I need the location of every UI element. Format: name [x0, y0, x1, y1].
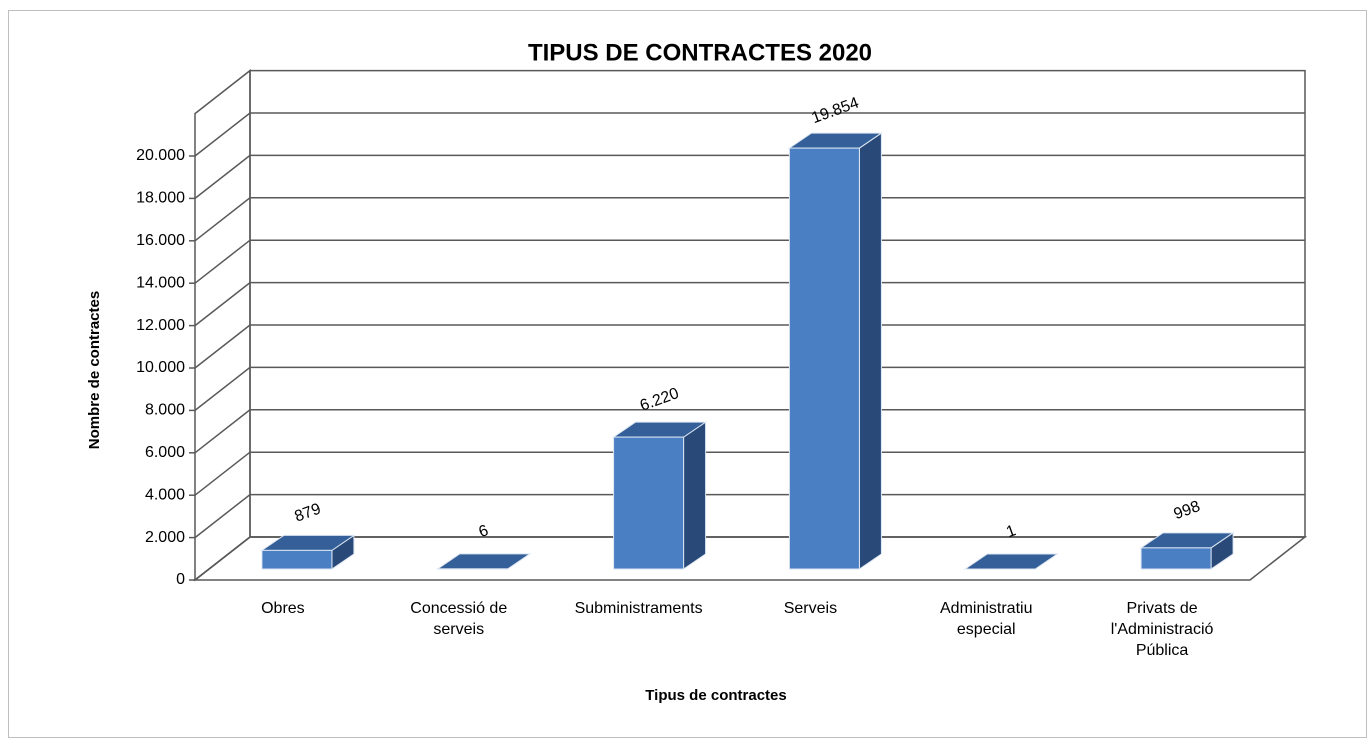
grid-line [194, 493, 1305, 539]
bar-front [788, 147, 860, 570]
grid-line [194, 112, 1305, 157]
y-tick-label: 0 [176, 571, 185, 588]
bar [963, 553, 1059, 570]
bar-side [683, 421, 707, 570]
bar [260, 534, 356, 570]
y-tick-label: 16.000 [136, 232, 185, 249]
grid-line [194, 324, 1305, 369]
chart-border [8, 10, 1367, 738]
bar [436, 552, 532, 570]
x-axis-title: Tipus de contractes [645, 687, 786, 704]
x-tick-label: Serveis [783, 600, 838, 617]
grid-line [194, 154, 1305, 199]
y-tick-label: 4.000 [145, 486, 185, 503]
bar-front [261, 549, 333, 570]
y-tick-label: 8.000 [145, 402, 185, 419]
chart-title: TIPUS DE CONTRACTES 2020 [528, 39, 872, 66]
y-axis-title: Nombre de contractes [86, 291, 103, 449]
y-tick-label: 12.000 [136, 317, 185, 334]
x-tick-label: Subministraments [574, 600, 703, 617]
y-tick-label: 20.000 [136, 147, 185, 164]
bar [1139, 531, 1235, 570]
grid-line [194, 197, 1305, 242]
grid-line [194, 239, 1305, 284]
bar-side [858, 132, 882, 570]
y-tick-label: 2.000 [145, 529, 185, 546]
bar-front [613, 436, 685, 570]
bar-front [1140, 547, 1212, 570]
grid-line [194, 451, 1305, 496]
grid-line [194, 536, 1305, 581]
x-tick-label: Obres [261, 600, 305, 617]
y-tick-label: 18.000 [136, 190, 185, 207]
grid-line [194, 366, 1305, 411]
bar [787, 132, 884, 570]
y-tick-label: 14.000 [136, 274, 185, 291]
grid-line [194, 409, 1305, 454]
x-tick-label: Privats de l'Administració Pública [1110, 600, 1214, 659]
x-tick-label: Concessió de serveis [410, 600, 508, 638]
y-tick-label: 10.000 [136, 359, 185, 376]
grid-line [194, 281, 1305, 327]
x-tick-label: Administratiu especial [940, 600, 1033, 638]
y-tick-label: 6.000 [145, 444, 185, 461]
bar [611, 421, 708, 570]
